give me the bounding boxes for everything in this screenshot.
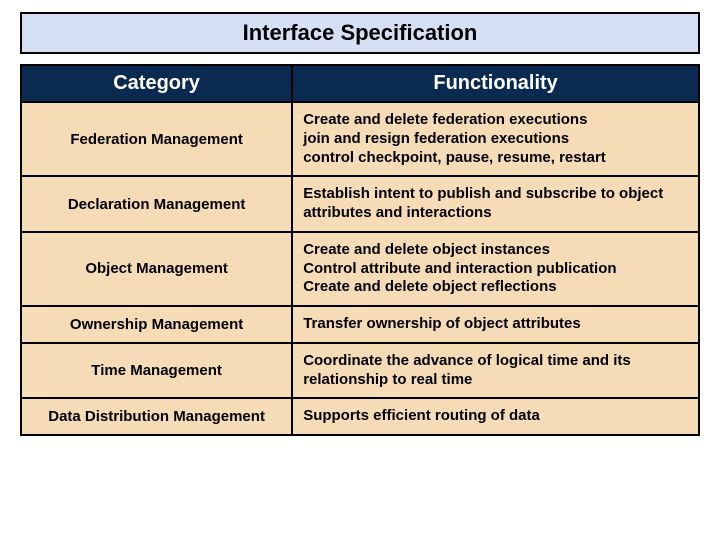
cell-functionality: Establish intent to publish and subscrib… xyxy=(292,176,699,232)
cell-functionality: Create and delete object instances Contr… xyxy=(292,232,699,306)
table-row: Data Distribution ManagementSupports eff… xyxy=(21,398,699,435)
cell-category: Federation Management xyxy=(21,102,292,176)
spec-table: Category Functionality Federation Manage… xyxy=(20,64,700,436)
col-header-functionality: Functionality xyxy=(292,65,699,102)
page-title: Interface Specification xyxy=(20,12,700,54)
table-row: Ownership ManagementTransfer ownership o… xyxy=(21,306,699,343)
table-row: Declaration ManagementEstablish intent t… xyxy=(21,176,699,232)
table-row: Time ManagementCoordinate the advance of… xyxy=(21,343,699,399)
cell-category: Declaration Management xyxy=(21,176,292,232)
cell-functionality: Transfer ownership of object attributes xyxy=(292,306,699,343)
cell-functionality: Supports efficient routing of data xyxy=(292,398,699,435)
table-row: Object ManagementCreate and delete objec… xyxy=(21,232,699,306)
col-header-category: Category xyxy=(21,65,292,102)
cell-functionality: Create and delete federation executions … xyxy=(292,102,699,176)
cell-category: Ownership Management xyxy=(21,306,292,343)
cell-category: Time Management xyxy=(21,343,292,399)
cell-functionality: Coordinate the advance of logical time a… xyxy=(292,343,699,399)
cell-category: Data Distribution Management xyxy=(21,398,292,435)
table-row: Federation ManagementCreate and delete f… xyxy=(21,102,699,176)
cell-category: Object Management xyxy=(21,232,292,306)
